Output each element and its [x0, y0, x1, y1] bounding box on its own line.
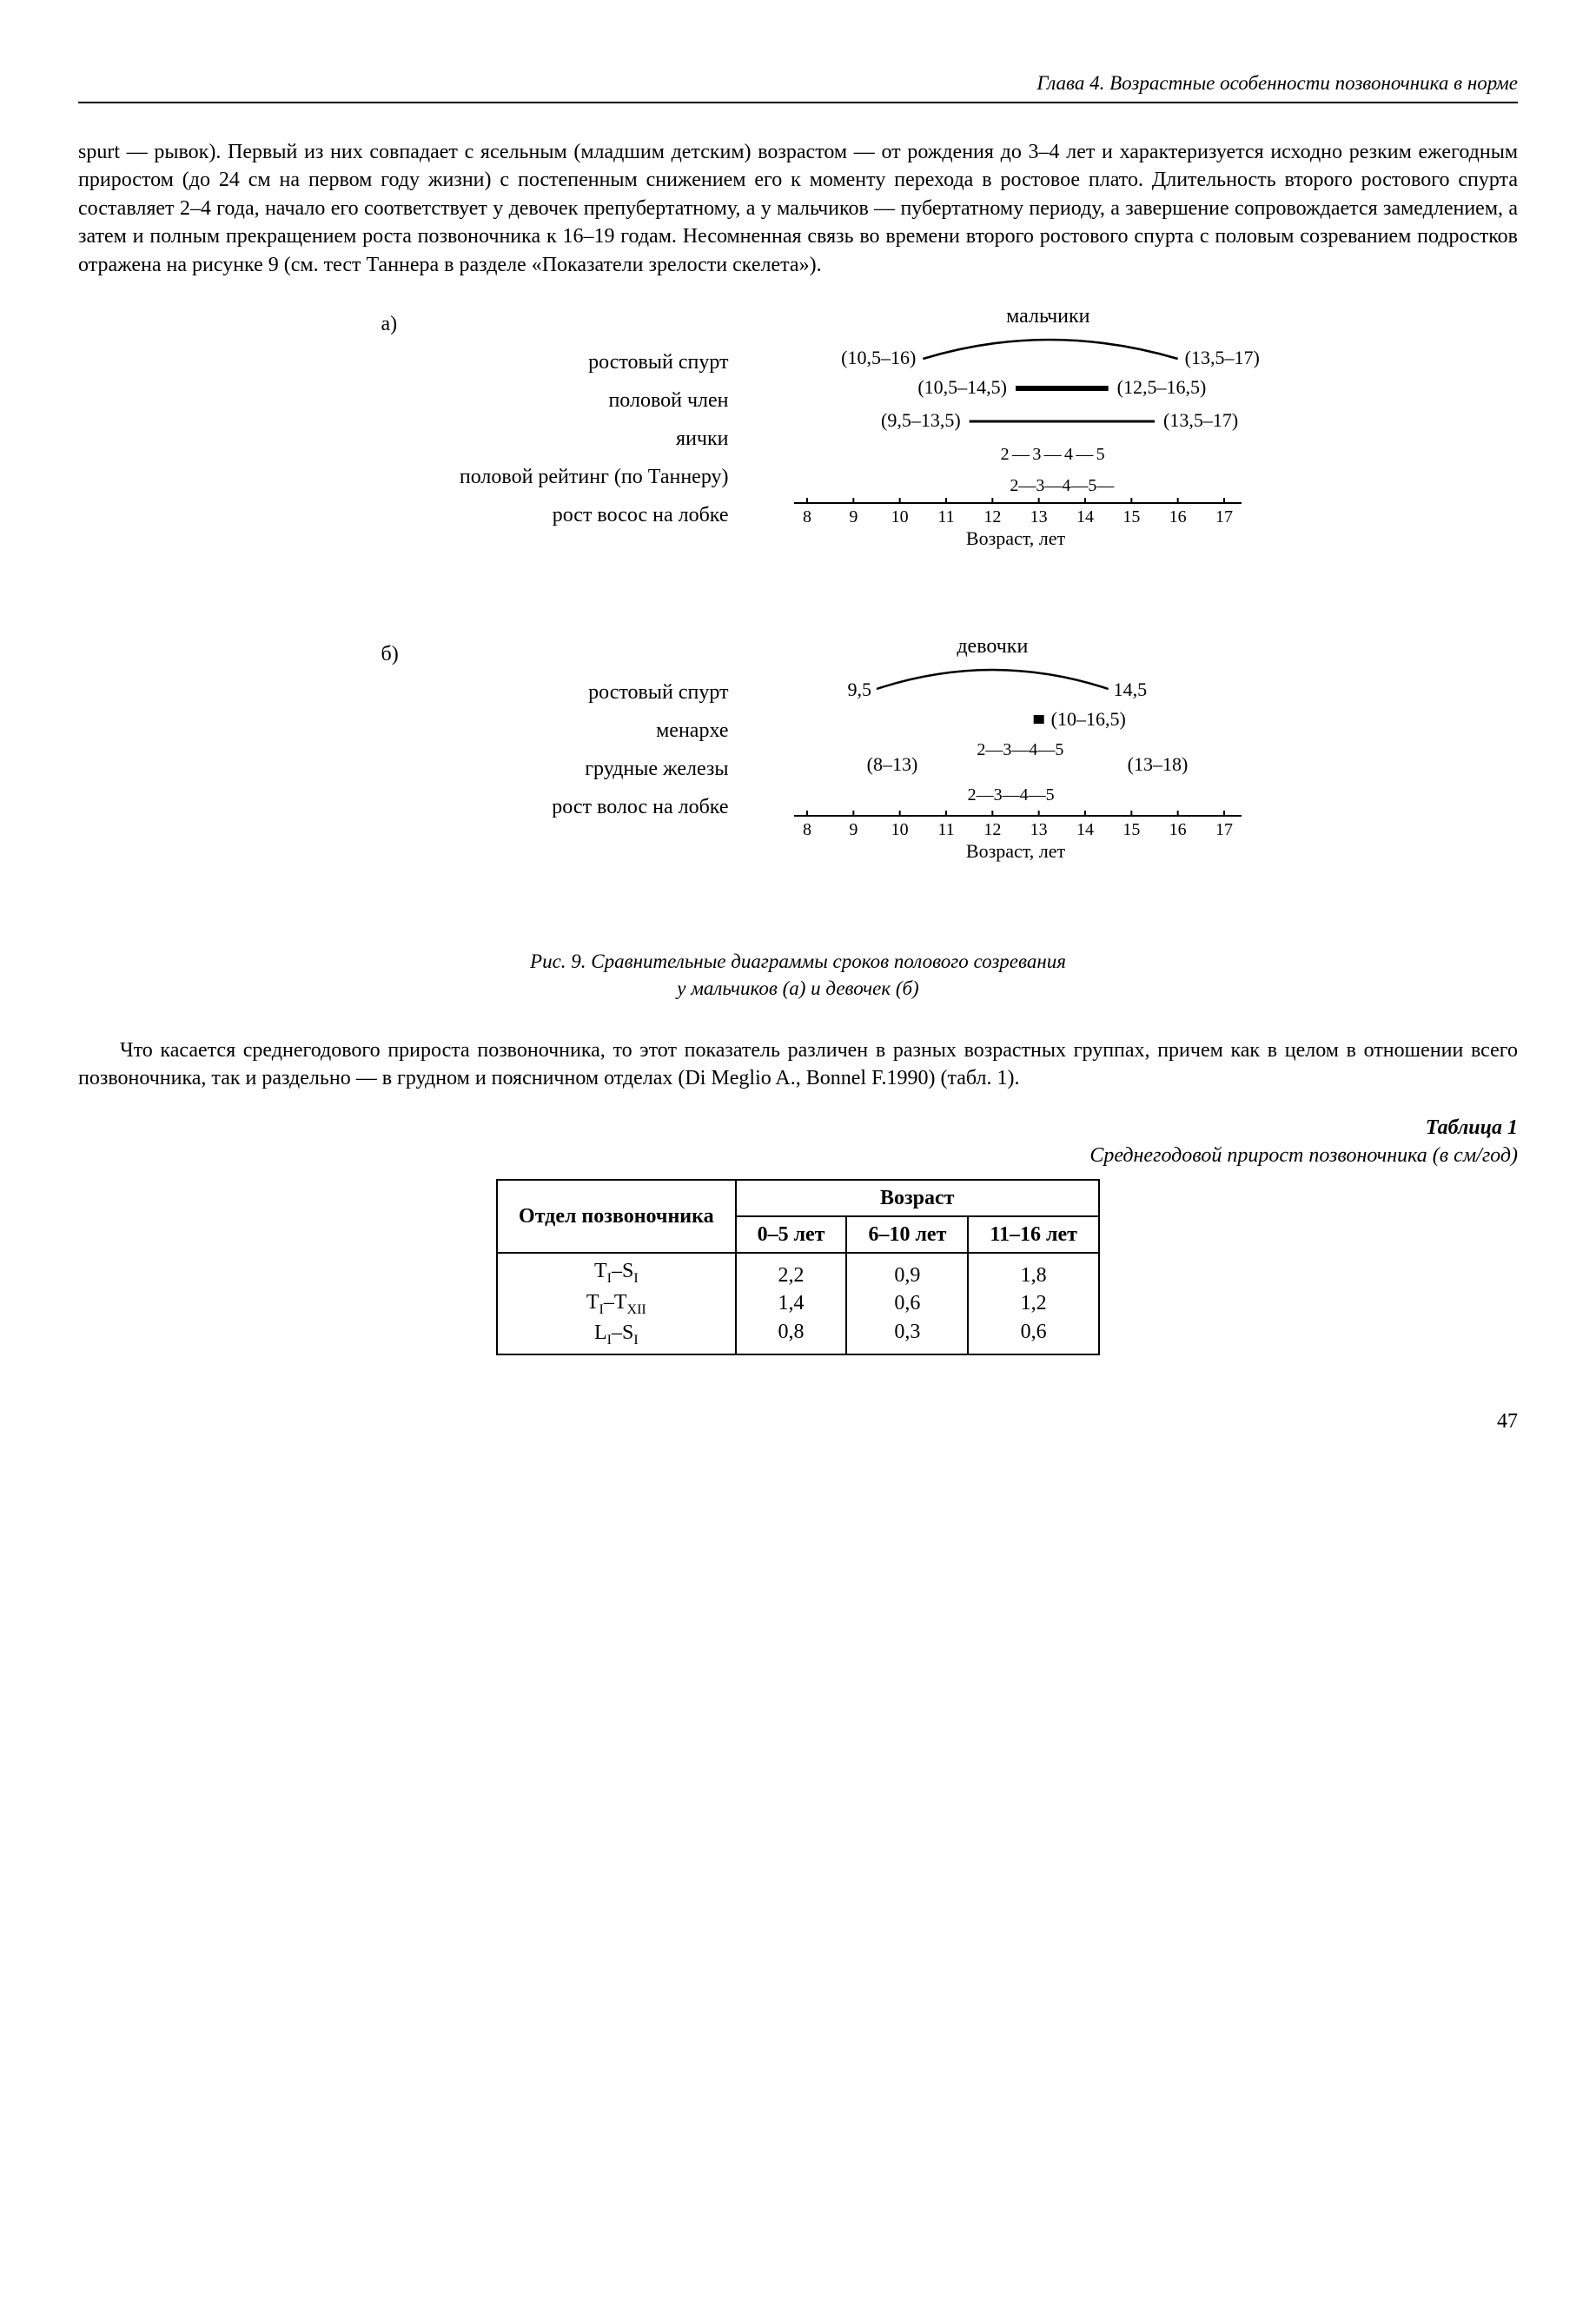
table-1-number: Таблица 1	[78, 1114, 1518, 1142]
svg-text:(12,5–16,5): (12,5–16,5)	[1116, 376, 1206, 398]
panel-b-row2-label: менархе	[277, 712, 729, 750]
svg-text:13: 13	[1030, 820, 1047, 839]
svg-text:(13,5–17): (13,5–17)	[1163, 409, 1238, 431]
svg-text:17: 17	[1215, 820, 1233, 839]
svg-text:11: 11	[937, 507, 954, 526]
table-cell: 1,81,20,6	[968, 1253, 1099, 1354]
panel-b-chart: девочки 9,5 14,5 (10–16,5) (8–13) 2—3—4—5 (13–…	[755, 635, 1294, 896]
panel-b-row3-label: грудные железы	[277, 750, 729, 788]
table-col-2: 11–16 лет	[968, 1216, 1099, 1253]
svg-text:16: 16	[1169, 820, 1186, 839]
svg-text:14,5: 14,5	[1113, 679, 1147, 700]
svg-text:2—3—4—5—: 2—3—4—5—	[1010, 476, 1115, 495]
svg-text:2—3—4—5: 2—3—4—5	[977, 740, 1063, 759]
svg-text:17: 17	[1215, 507, 1233, 526]
panel-a-chart: мальчики (10,5–16) (13,5–17) (10,5–14,5) (12…	[755, 305, 1294, 583]
panel-a-row2-label: половой член	[277, 381, 729, 420]
svg-text:Возраст, лет: Возраст, лет	[965, 527, 1065, 549]
running-head: Глава 4. Возрастные особенности позвоноч…	[78, 70, 1518, 103]
svg-text:9: 9	[849, 507, 858, 526]
svg-text:девочки: девочки	[957, 635, 1028, 658]
panel-b-labels: б) ростовый спурт менархе грудные железы…	[277, 635, 755, 896]
svg-text:12: 12	[983, 507, 1001, 526]
svg-text:(10,5–16): (10,5–16)	[841, 347, 916, 368]
table-1-caption: Среднегодовой прирост позвоночника (в см…	[78, 1142, 1518, 1169]
svg-text:11: 11	[937, 820, 954, 839]
panel-a-letter: а)	[277, 305, 729, 343]
body-paragraph-1: spurt — рывок). Первый из них совпадает …	[78, 138, 1518, 279]
table-row: TI–SITI–TXIILI–SI 2,21,40,8 0,90,60,3 1,…	[497, 1253, 1099, 1354]
svg-text:(10,5–14,5): (10,5–14,5)	[917, 376, 1007, 398]
svg-text:14: 14	[1076, 820, 1094, 839]
svg-text:мальчики: мальчики	[1006, 305, 1090, 328]
panel-a-row3-label: яички	[277, 420, 729, 458]
panel-a-row4-label: половой рейтинг (по Таннеру)	[277, 458, 729, 496]
svg-text:(13,5–17): (13,5–17)	[1184, 347, 1259, 368]
panel-b-svg: девочки 9,5 14,5 (10–16,5) (8–13) 2—3—4—5 (13–…	[755, 635, 1294, 896]
page-number: 47	[78, 1407, 1518, 1435]
svg-text:8: 8	[803, 507, 811, 526]
body-paragraph-2: Что касается среднегодового прироста поз…	[78, 1036, 1518, 1093]
panel-b: б) ростовый спурт менархе грудные железы…	[277, 635, 1320, 896]
panel-b-letter: б)	[277, 635, 729, 673]
table-col-1: 6–10 лет	[846, 1216, 968, 1253]
panel-a-row1-label: ростовый спурт	[277, 343, 729, 381]
svg-text:2 — 3 — 4 — 5: 2 — 3 — 4 — 5	[1000, 445, 1104, 464]
svg-text:9,5: 9,5	[847, 679, 871, 700]
table-colgroup: Возраст	[736, 1180, 1099, 1216]
table-row: Отдел позвоночника Возраст	[497, 1180, 1099, 1216]
svg-text:13: 13	[1030, 507, 1047, 526]
svg-text:(13–18): (13–18)	[1127, 753, 1188, 775]
table-cell: 0,90,60,3	[846, 1253, 968, 1354]
svg-text:(9,5–13,5): (9,5–13,5)	[881, 409, 961, 431]
svg-text:(8–13): (8–13)	[866, 753, 917, 775]
table-rowhead: Отдел позвоночника	[497, 1180, 736, 1254]
svg-text:14: 14	[1076, 507, 1094, 526]
svg-text:15: 15	[1122, 507, 1140, 526]
figure-9: а) ростовый спурт половой член яички пол…	[277, 305, 1320, 1002]
svg-text:10: 10	[891, 820, 908, 839]
table-1: Отдел позвоночника Возраст 0–5 лет 6–10 …	[496, 1179, 1100, 1355]
svg-text:8: 8	[803, 820, 811, 839]
panel-a-svg: мальчики (10,5–16) (13,5–17) (10,5–14,5) (12…	[755, 305, 1294, 583]
svg-text:2—3—4—5: 2—3—4—5	[967, 785, 1054, 805]
svg-text:(10–16,5): (10–16,5)	[1050, 708, 1125, 730]
panel-a: а) ростовый спурт половой член яички пол…	[277, 305, 1320, 583]
svg-text:9: 9	[849, 820, 858, 839]
panel-a-labels: а) ростовый спурт половой член яички пол…	[277, 305, 755, 583]
panel-a-row5-label: рост восос на лобке	[277, 496, 729, 534]
panel-b-row4-label: рост волос на лобке	[277, 788, 729, 826]
svg-text:Возраст, лет: Возраст, лет	[965, 840, 1065, 862]
svg-text:16: 16	[1169, 507, 1186, 526]
figure-9-caption: Рис. 9. Сравнительные диаграммы сроков п…	[277, 948, 1320, 1002]
panel-b-row1-label: ростовый спурт	[277, 673, 729, 712]
table-col-0: 0–5 лет	[736, 1216, 847, 1253]
table-rowlabels: TI–SITI–TXIILI–SI	[497, 1253, 736, 1354]
svg-text:10: 10	[891, 507, 908, 526]
svg-text:15: 15	[1122, 820, 1140, 839]
figure-9-caption-line1: Рис. 9. Сравнительные диаграммы сроков п…	[530, 950, 1066, 972]
figure-9-caption-line2: у мальчиков (а) и девочек (б)	[677, 977, 918, 999]
table-cell: 2,21,40,8	[736, 1253, 847, 1354]
svg-text:12: 12	[983, 820, 1001, 839]
